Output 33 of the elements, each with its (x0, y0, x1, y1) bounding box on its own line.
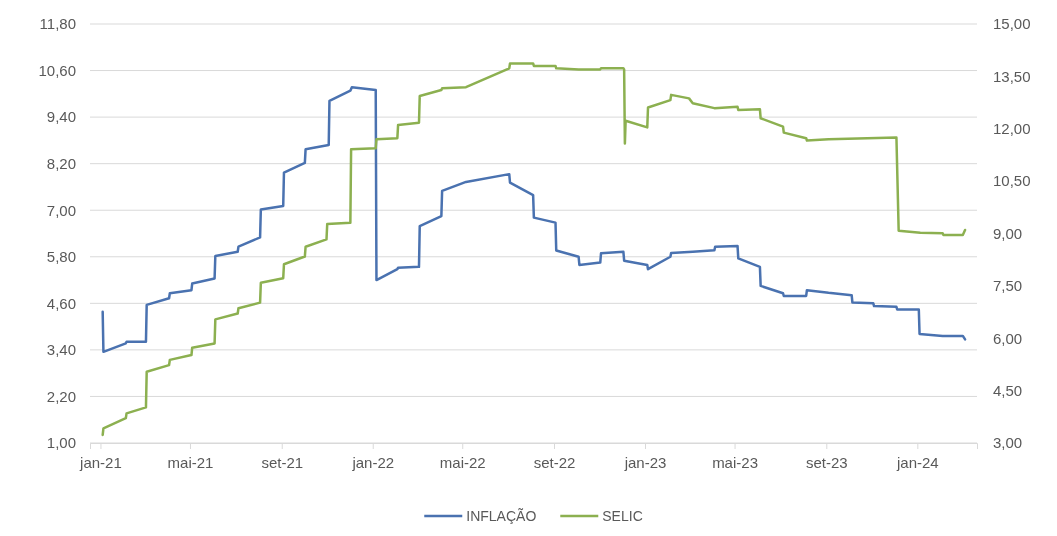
y2-tick-label: 12,00 (993, 120, 1031, 138)
x-tick-label: set-23 (805, 453, 848, 471)
line-series (101, 85, 967, 354)
y-tick-label: 11,80 (39, 15, 76, 33)
y2-tick-label: 4,50 (993, 381, 1023, 399)
y2-tick-label: 15,00 (993, 15, 1031, 33)
y2-tick-label: 3,00 (993, 434, 1023, 452)
x-tick-label: mai-23 (712, 453, 758, 471)
y2-tick-label: 6,00 (993, 329, 1023, 347)
y2-tick-label: 10,50 (993, 172, 1031, 190)
legend-label: SELIC (602, 508, 643, 524)
x-tick-label: jan-22 (351, 453, 395, 471)
y-tick-label: 2,20 (46, 387, 76, 405)
x-tick-label: mai-21 (167, 453, 214, 471)
legend-label: INFLAÇÃO (466, 508, 537, 524)
y2-tick-label: 13,50 (993, 67, 1031, 85)
y-tick-label: 10,60 (38, 61, 76, 79)
x-tick-label: mai-22 (439, 453, 486, 471)
y-tick-label: 5,80 (46, 248, 76, 266)
y-tick-label: 7,00 (46, 201, 76, 219)
x-tick-label: jan-24 (895, 453, 939, 471)
y2-tick-label: 7,50 (993, 277, 1023, 295)
x-tick-label: jan-23 (623, 453, 667, 471)
y-tick-label: 8,20 (46, 154, 76, 172)
y-tick-label: 9,40 (46, 108, 76, 126)
x-tick-label: jan-21 (79, 453, 122, 471)
y2-tick-label: 9,00 (993, 224, 1023, 242)
x-tick-label: set-22 (533, 453, 576, 471)
y-tick-label: 4,60 (46, 294, 76, 312)
x-tick-label: set-21 (261, 453, 304, 471)
y-tick-label: 3,40 (46, 341, 76, 359)
line-series (101, 62, 967, 437)
y-tick-label: 1,00 (46, 434, 76, 452)
